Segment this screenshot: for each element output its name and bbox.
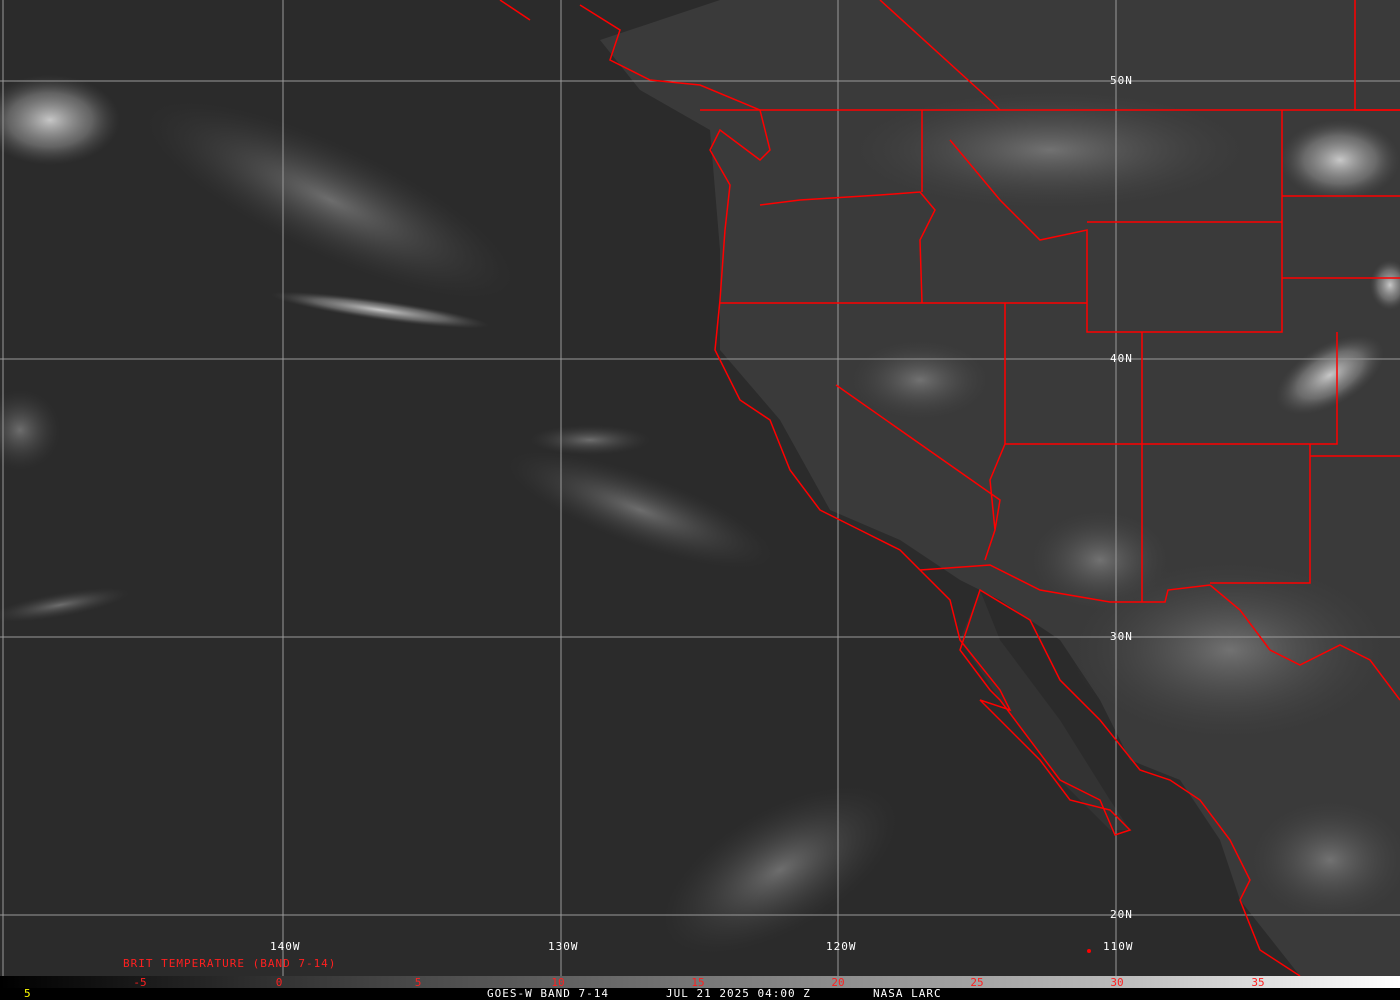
longitude-label-130w: 130W — [548, 940, 579, 953]
credit-label: NASA LARC — [873, 987, 942, 1000]
coastline-north-america — [499, 0, 1301, 977]
satellite-band-label: GOES-W BAND 7-14 — [487, 987, 609, 1000]
coastline-gulf — [1209, 584, 1400, 701]
colorbar-tick: 15 — [691, 976, 705, 989]
cloud-features — [0, 75, 1400, 954]
colorbar — [0, 976, 1400, 988]
corner-label: 5 — [24, 987, 32, 1000]
border-us-mexico — [919, 564, 1211, 603]
colorbar-tick: 5 — [414, 976, 422, 989]
datetime-label: JUL 21 2025 04:00 Z — [666, 987, 811, 1000]
longitude-label-120w: 120W — [826, 940, 857, 953]
longitude-label-110w: 110W — [1103, 940, 1134, 953]
colorbar-tick: 30 — [1110, 976, 1124, 989]
colorbar-tick: 0 — [275, 976, 283, 989]
legend-title: BRIT TEMPERATURE (BAND 7-14) — [123, 957, 337, 970]
latitude-label-50n: 50N — [1110, 74, 1133, 87]
graticule — [0, 0, 1400, 976]
latitude-label-30n: 30N — [1110, 630, 1133, 643]
longitude-label-140w: 140W — [270, 940, 301, 953]
colorbar-tick: 20 — [831, 976, 845, 989]
footer-bar: 5 GOES-W BAND 7-14 JUL 21 2025 04:00 Z N… — [0, 988, 1400, 1000]
colorbar-tick: 10 — [551, 976, 565, 989]
state-borders — [720, 0, 1400, 602]
colorbar-tick: -5 — [133, 976, 147, 989]
latitude-label-40n: 40N — [1110, 352, 1133, 365]
island-marker — [1087, 949, 1091, 953]
political-borders — [499, 0, 1400, 977]
latitude-label-20n: 20N — [1110, 908, 1133, 921]
colorbar-tick: 35 — [1251, 976, 1265, 989]
colorbar-tick: 25 — [970, 976, 984, 989]
